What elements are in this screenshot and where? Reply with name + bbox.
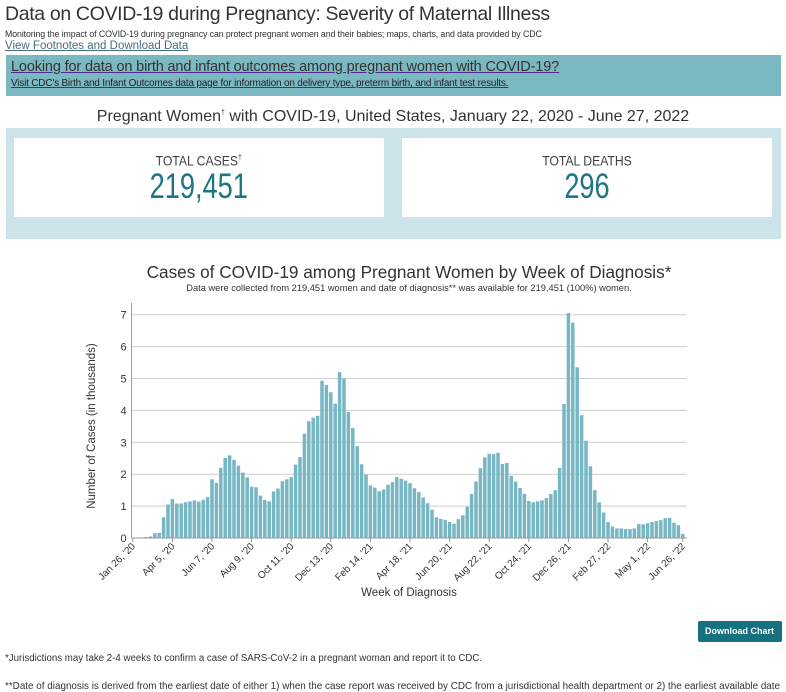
svg-text:Number of Cases (in thousands): Number of Cases (in thousands)	[86, 343, 98, 509]
svg-text:6: 6	[120, 342, 126, 354]
svg-text:Aug 9, '20: Aug 9, '20	[218, 541, 257, 580]
svg-text:Week of Diagnosis: Week of Diagnosis	[361, 587, 457, 599]
svg-text:Dec 13, '20: Dec 13, '20	[293, 541, 336, 584]
svg-text:7: 7	[120, 310, 126, 322]
svg-text:Feb 27, '22: Feb 27, '22	[571, 541, 614, 584]
svg-text:Jan 26, '20: Jan 26, '20	[97, 541, 139, 583]
svg-text:Feb 14, '21: Feb 14, '21	[333, 541, 376, 584]
svg-text:Aug 22, '21: Aug 22, '21	[452, 541, 495, 584]
svg-text:4: 4	[120, 405, 126, 417]
svg-text:Oct 24, '21: Oct 24, '21	[493, 541, 534, 582]
svg-text:3: 3	[120, 437, 126, 449]
svg-text:Jun 7, '20: Jun 7, '20	[180, 541, 218, 579]
svg-text:5: 5	[120, 374, 126, 386]
svg-text:Jun 20, '21: Jun 20, '21	[413, 541, 455, 583]
svg-text:0: 0	[120, 533, 126, 545]
svg-text:Oct 11, '20: Oct 11, '20	[256, 541, 297, 582]
svg-text:1: 1	[120, 501, 126, 513]
svg-text:2: 2	[120, 469, 126, 481]
svg-text:Dec 26, '21: Dec 26, '21	[531, 541, 574, 584]
svg-text:Jun 26, '22: Jun 26, '22	[647, 541, 689, 583]
svg-text:Apr 5, '20: Apr 5, '20	[140, 541, 177, 578]
svg-text:Apr 18, '21: Apr 18, '21	[374, 541, 415, 582]
